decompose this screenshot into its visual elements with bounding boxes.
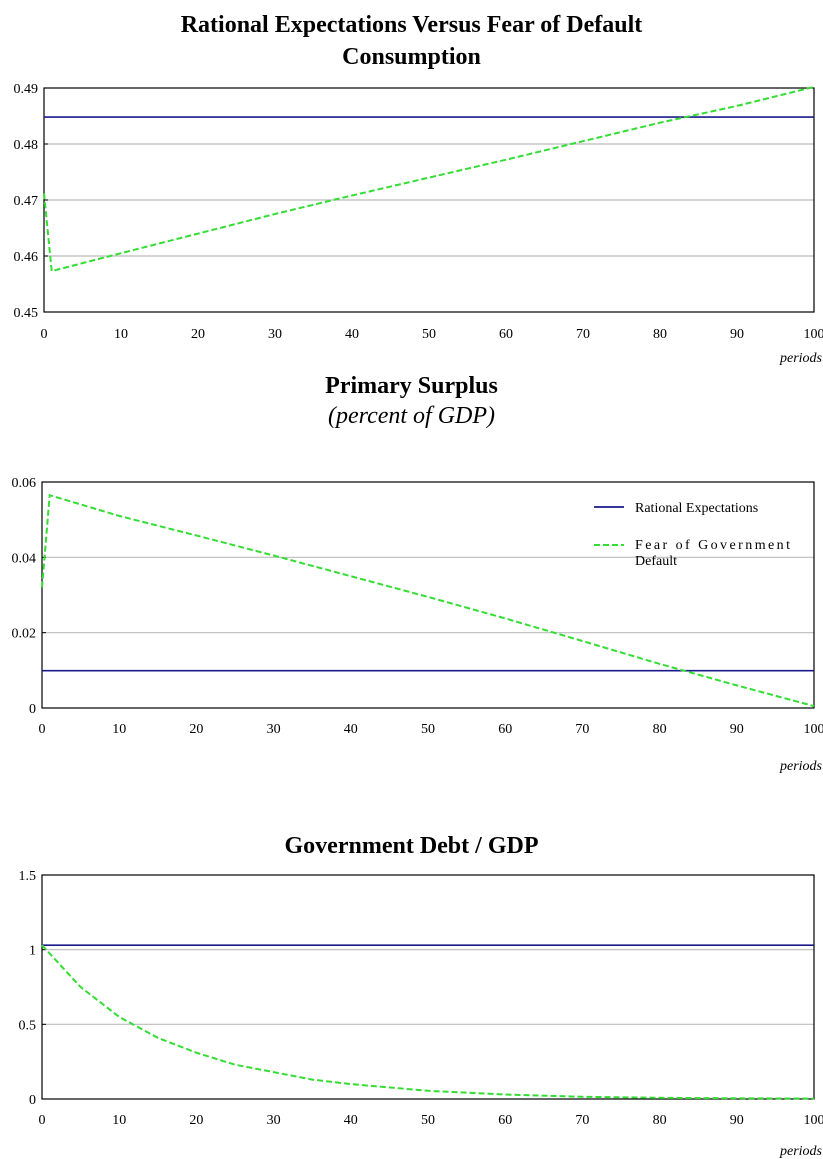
x-tick-label: 30: [267, 1113, 281, 1128]
x-tick-label: 80: [653, 327, 667, 342]
x-tick-label: 50: [421, 722, 435, 737]
chart-title-primary-surplus: Primary Surplus: [325, 373, 498, 399]
x-tick-label: 60: [498, 722, 512, 737]
x-tick-label: 40: [344, 1113, 358, 1128]
x-tick-label: 70: [575, 722, 589, 737]
x-tick-label: 50: [421, 1113, 435, 1128]
y-tick-label: 0.5: [19, 1018, 37, 1033]
y-tick-label: 0: [29, 702, 36, 717]
plot-frame: [41, 481, 815, 709]
x-tick-label: 90: [730, 1113, 744, 1128]
x-tick-label: 10: [114, 327, 128, 342]
x-tick-label: 20: [189, 722, 203, 737]
chart-title-consumption: Consumption: [342, 44, 481, 70]
x-tick-label: 100: [804, 327, 823, 342]
x-axis-label: periods: [779, 1144, 823, 1159]
x-tick-label: 70: [576, 327, 590, 342]
y-tick-label: 0.48: [14, 138, 39, 153]
x-axis-label: periods: [779, 351, 823, 366]
x-tick-label: 30: [267, 722, 281, 737]
y-tick-label: 0.04: [12, 551, 37, 566]
y-tick-label: 0.02: [12, 627, 37, 642]
x-tick-label: 0: [39, 722, 46, 737]
x-tick-label: 20: [189, 1113, 203, 1128]
y-tick-label: 0.06: [12, 476, 37, 491]
plot-frame: [41, 874, 815, 1100]
x-tick-label: 60: [499, 327, 513, 342]
y-tick-label: 0: [29, 1093, 36, 1108]
x-tick-label: 50: [422, 327, 436, 342]
x-tick-label: 0: [41, 327, 48, 342]
x-tick-label: 60: [498, 1113, 512, 1128]
x-tick-label: 40: [345, 327, 359, 342]
main-title: Rational Expectations Versus Fear of Def…: [180, 12, 643, 38]
y-tick-label: 0.49: [14, 82, 39, 97]
x-axis-label: periods: [779, 759, 823, 774]
y-tick-label: 1.5: [19, 869, 37, 884]
x-tick-label: 20: [191, 327, 205, 342]
x-tick-label: 10: [112, 1113, 126, 1128]
y-tick-label: 0.47: [14, 194, 39, 209]
x-tick-label: 100: [804, 1113, 823, 1128]
y-tick-label: 1: [29, 944, 36, 959]
chart-subtitle-primary-surplus: (percent of GDP): [327, 403, 496, 429]
x-tick-label: 100: [804, 722, 823, 737]
chart-title-government-debt: Government Debt / GDP: [284, 833, 539, 859]
legend-label-rational: Rational Expectations: [635, 501, 758, 516]
x-tick-label: 90: [730, 327, 744, 342]
x-tick-label: 40: [344, 722, 358, 737]
series-fear-of-default-line: [41, 944, 815, 1100]
y-tick-label: 0.45: [14, 306, 39, 321]
x-tick-label: 0: [39, 1113, 46, 1128]
x-tick-label: 30: [268, 327, 282, 342]
x-tick-label: 80: [653, 1113, 667, 1128]
series-fear-of-default-line: [41, 493, 815, 708]
x-tick-label: 80: [653, 722, 667, 737]
x-tick-label: 70: [575, 1113, 589, 1128]
series-fear-of-default-line: [43, 85, 815, 273]
y-tick-label: 0.46: [14, 250, 39, 265]
x-tick-label: 10: [112, 722, 126, 737]
x-tick-label: 90: [730, 722, 744, 737]
